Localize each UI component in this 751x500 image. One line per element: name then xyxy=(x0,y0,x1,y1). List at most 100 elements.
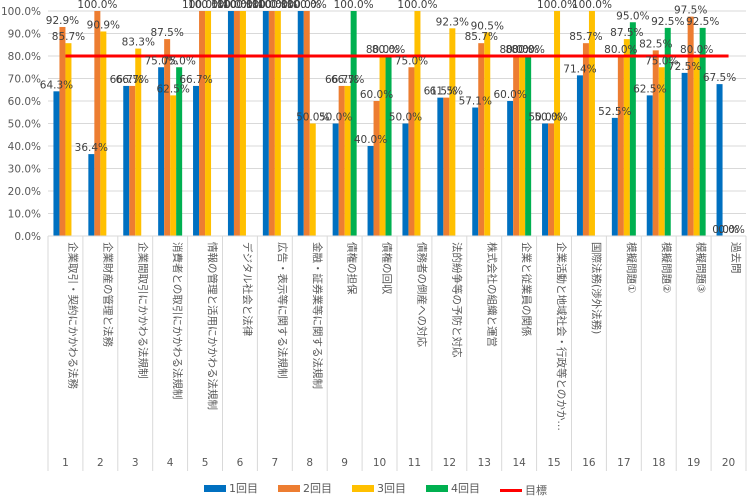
data-label: 66.7% xyxy=(116,74,149,86)
legend-swatch xyxy=(278,484,300,492)
data-label: 100.0% xyxy=(572,0,612,11)
bar xyxy=(176,67,183,236)
category-number-label: 20 xyxy=(722,457,735,469)
data-label: 100.0% xyxy=(258,0,298,11)
data-label: 82.5% xyxy=(639,38,672,50)
data-label: 87.5% xyxy=(610,27,643,39)
bar xyxy=(693,56,700,236)
bar-chart: 0.0%10.0%20.0%30.0%40.0%50.0%60.0%70.0%8… xyxy=(1,0,747,471)
data-label: 85.7% xyxy=(52,31,85,43)
data-label: 92.9% xyxy=(46,15,79,27)
category-number-label: 12 xyxy=(443,457,456,469)
bar xyxy=(164,39,171,236)
data-label: 95.0% xyxy=(616,10,649,22)
bar xyxy=(53,91,60,236)
category-number-label: 19 xyxy=(687,457,700,469)
data-label: 85.7% xyxy=(569,31,602,43)
data-label: 75.0% xyxy=(645,55,678,67)
data-label: 36.4% xyxy=(75,142,108,154)
category-number-label: 3 xyxy=(132,457,139,469)
bar xyxy=(350,11,357,236)
category-name-label: 金融・証券業等に関する法規制 xyxy=(311,242,324,389)
legend-label: 3回目 xyxy=(377,482,406,495)
category-name-label: 企業活動と地域社会・行政等とのかか… xyxy=(555,242,568,431)
category-number-label: 10 xyxy=(373,457,386,469)
bar xyxy=(193,85,200,236)
data-label: 60.0% xyxy=(360,89,393,101)
data-label: 52.5% xyxy=(598,106,631,118)
legend-label: 2回目 xyxy=(303,482,332,495)
legend-swatch xyxy=(352,484,374,492)
data-label: 66.7% xyxy=(179,74,212,86)
category-number-label: 17 xyxy=(617,457,630,469)
category-name-label: 過去問 xyxy=(730,242,742,274)
bar xyxy=(205,11,212,236)
category-name-label: 企業取引・契約にかかわる法務 xyxy=(66,242,79,389)
y-tick-label: 60.0% xyxy=(8,96,41,108)
y-tick-label: 90.0% xyxy=(8,29,41,41)
legend-item: 目標 xyxy=(500,482,547,498)
legend-swatch xyxy=(426,484,448,492)
data-label: 100.0% xyxy=(223,0,263,11)
bar xyxy=(170,95,177,236)
bar xyxy=(716,84,723,236)
category-number-label: 11 xyxy=(408,457,421,469)
legend-label: 1回目 xyxy=(229,482,258,495)
bar xyxy=(135,48,142,237)
bar xyxy=(88,154,95,236)
bar xyxy=(548,123,555,236)
bar xyxy=(199,11,206,236)
category-number-label: 15 xyxy=(547,457,560,469)
category-number-label: 7 xyxy=(272,457,279,469)
category-number-label: 2 xyxy=(97,457,104,469)
bar xyxy=(309,123,316,236)
data-label: 90.5% xyxy=(471,20,504,32)
data-label: 100.0% xyxy=(334,0,374,11)
bar xyxy=(542,123,549,236)
category-name-label: 企業間取引にかかわる法規制 xyxy=(136,242,149,379)
bar xyxy=(646,95,653,236)
bar xyxy=(373,101,380,236)
data-label: 100.0% xyxy=(182,0,222,11)
data-label: 83.3% xyxy=(122,37,155,49)
legend-item: 1回目 xyxy=(204,480,258,496)
category-number-label: 1 xyxy=(62,457,69,469)
bar xyxy=(588,11,595,236)
data-label: 50.0% xyxy=(528,112,561,124)
data-label: 0.0% xyxy=(712,224,739,236)
category-number-label: 5 xyxy=(202,457,209,469)
bar xyxy=(262,11,269,236)
bar xyxy=(129,85,136,236)
bar xyxy=(227,11,234,236)
data-label: 75.0% xyxy=(162,55,195,67)
data-labels: 64.3%92.9%85.7%36.4%100.0%90.9%66.7%66.7… xyxy=(40,0,745,236)
bar xyxy=(437,97,444,236)
data-label: 66.7% xyxy=(325,74,358,86)
data-label: 100.0% xyxy=(246,0,286,11)
bar xyxy=(554,11,561,236)
data-label: 100.0% xyxy=(188,0,228,11)
bar xyxy=(582,43,589,236)
bar xyxy=(629,22,636,236)
bar xyxy=(472,107,479,237)
y-axis-ticks: 0.0% 10.0% 20.0% 30.0% 40.0% 50.0% 60.0% 70.0% 8… xyxy=(1,6,41,243)
data-label: 67.5% xyxy=(703,72,736,84)
bar xyxy=(658,67,665,236)
data-label: 100.0% xyxy=(537,0,577,11)
bar xyxy=(303,11,310,236)
data-label: 92.3% xyxy=(436,16,469,28)
data-label: 100.0% xyxy=(77,0,117,11)
data-label: 75.0% xyxy=(395,55,428,67)
category-number-label: 4 xyxy=(167,457,174,469)
legend-label: 目標 xyxy=(525,484,547,497)
data-label: 100.0% xyxy=(287,0,327,11)
y-tick-label: 80.0% xyxy=(8,51,41,63)
bar xyxy=(100,31,107,236)
data-label: 92.5% xyxy=(651,16,684,28)
y-tick-label: 50.0% xyxy=(8,119,41,131)
bar xyxy=(513,56,520,236)
data-label: 80.0% xyxy=(366,44,399,56)
bar xyxy=(478,43,485,236)
y-tick-label: 100.0% xyxy=(1,6,41,18)
category-name-label: 模擬問題① xyxy=(625,242,638,293)
